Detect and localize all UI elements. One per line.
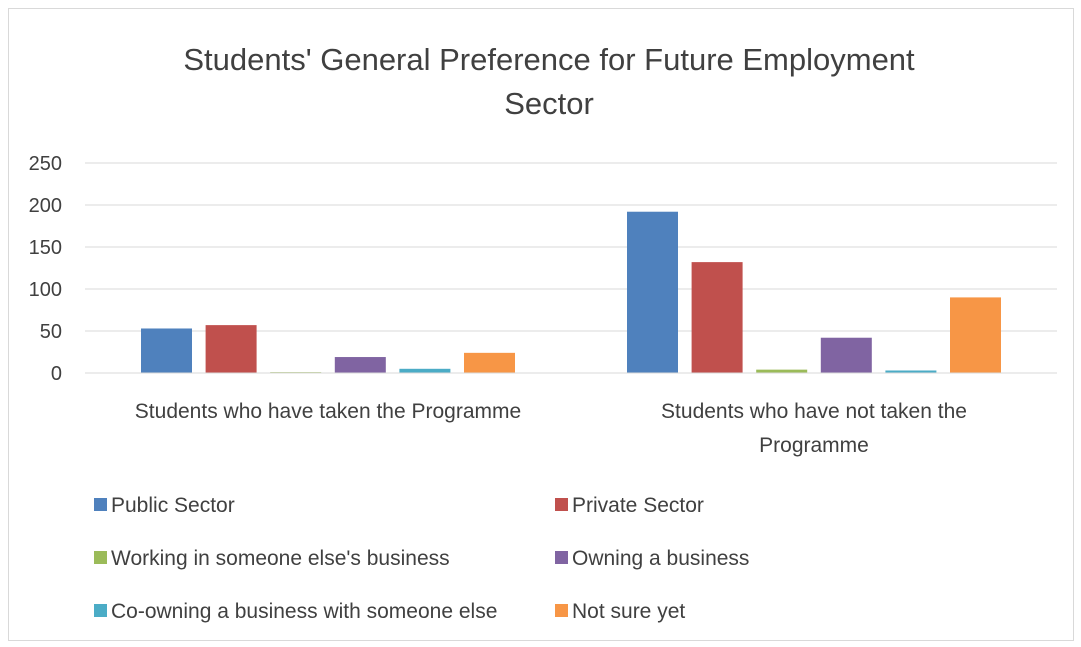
legend-swatch bbox=[555, 551, 568, 564]
legend-swatch bbox=[94, 604, 107, 617]
bar-1-cat-1 bbox=[141, 328, 192, 373]
legend-label: Working in someone else's business bbox=[111, 547, 450, 570]
legend-label: Owning a business bbox=[572, 547, 749, 570]
bars bbox=[141, 211, 1001, 373]
legend-swatch bbox=[555, 604, 568, 617]
legend-label: Public Sector bbox=[111, 494, 235, 517]
bar-6-cat-2 bbox=[950, 297, 1001, 373]
y-tick-label: 100 bbox=[29, 279, 62, 301]
y-tick-label: 200 bbox=[29, 195, 62, 217]
x-axis-category-labels: Students who have taken the Programme Stu… bbox=[135, 400, 967, 457]
y-tick-label: 0 bbox=[51, 363, 62, 385]
category-label: Programme bbox=[759, 434, 869, 457]
bar-6-cat-1 bbox=[464, 352, 515, 373]
gridlines bbox=[85, 162, 1057, 332]
legend-label: Co-owning a business with someone else bbox=[111, 600, 497, 623]
bar-4-cat-2 bbox=[820, 337, 872, 373]
chart-title-line: Sector bbox=[504, 86, 594, 121]
bar-4-cat-1 bbox=[334, 357, 386, 373]
chart-area bbox=[8, 8, 1074, 641]
bar-2-cat-1 bbox=[205, 325, 257, 373]
bar-5-cat-2 bbox=[885, 370, 937, 373]
chart-title: Students' General Preference for Future … bbox=[183, 42, 915, 121]
legend-swatch bbox=[94, 551, 107, 564]
legend: Public Sector Private Sector Working in so… bbox=[94, 494, 749, 623]
legend-swatch bbox=[94, 498, 107, 511]
bar-2-cat-2 bbox=[691, 262, 743, 373]
legend-label: Not sure yet bbox=[572, 600, 685, 623]
y-tick-label: 50 bbox=[40, 321, 62, 343]
bar-5-cat-1 bbox=[399, 368, 451, 373]
category-label: Students who have taken the Programme bbox=[135, 400, 521, 423]
y-axis-tick-labels: 0 50 100 150 200 250 bbox=[29, 153, 62, 385]
legend-swatch bbox=[555, 498, 568, 511]
legend-label: Private Sector bbox=[572, 494, 704, 517]
category-label: Students who have not taken the bbox=[661, 400, 967, 423]
y-tick-label: 250 bbox=[29, 153, 62, 175]
chart-title-line: Students' General Preference for Future … bbox=[183, 42, 915, 77]
bar-3-cat-2 bbox=[756, 369, 808, 373]
y-tick-label: 150 bbox=[29, 237, 62, 259]
bar-1-cat-2 bbox=[627, 211, 678, 373]
